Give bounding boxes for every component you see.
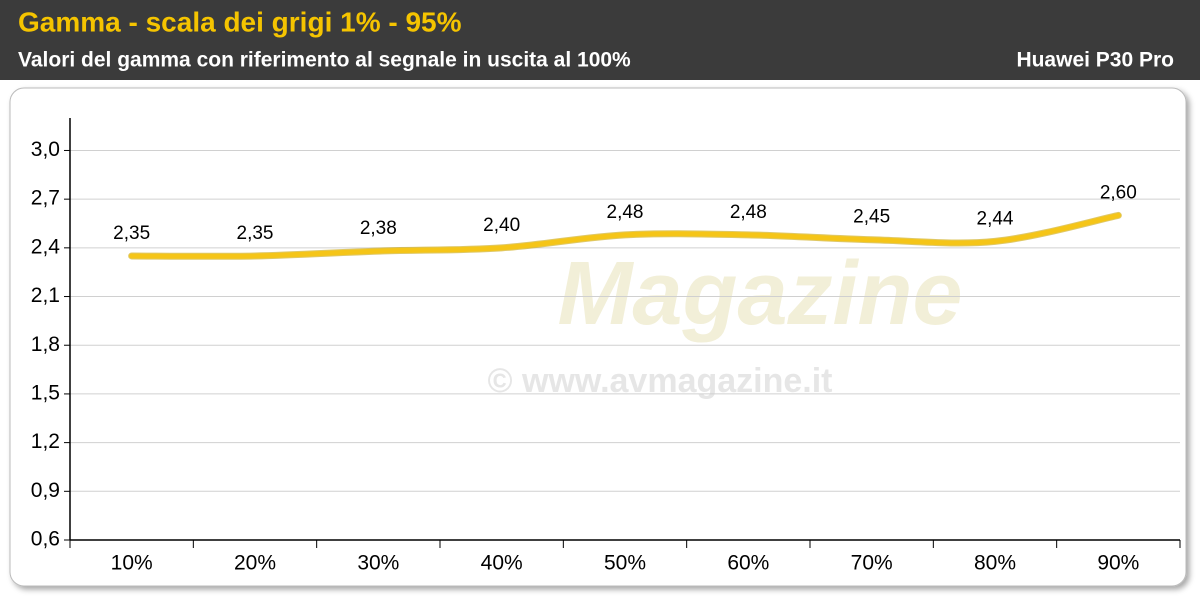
header [0, 0, 1200, 80]
subtitle: Valori del gamma con riferimento al segn… [18, 49, 631, 72]
value-label: 2,38 [360, 218, 397, 239]
value-label: 2,45 [853, 207, 890, 228]
value-label: 2,35 [237, 223, 274, 244]
x-tick-label: 40% [481, 552, 523, 575]
device: Huawei P30 Pro [1016, 49, 1174, 72]
value-label: 2,48 [607, 202, 644, 223]
value-label: 2,44 [977, 208, 1014, 229]
panel [9, 87, 1187, 587]
value-label: 2,60 [1100, 182, 1137, 203]
watermark: Magazine [557, 244, 962, 344]
x-tick-label: 80% [974, 552, 1016, 575]
x-tick-label: 90% [1097, 552, 1139, 575]
y-tick-label: 2,4 [31, 235, 61, 258]
y-tick-label: 1,2 [31, 430, 60, 453]
y-tick-label: 1,8 [31, 333, 60, 356]
x-tick-label: 10% [111, 552, 153, 575]
y-tick-label: 1,5 [31, 381, 60, 404]
x-tick-label: 50% [604, 552, 646, 575]
x-tick-label: 60% [727, 552, 769, 575]
x-tick-label: 70% [851, 552, 893, 575]
y-tick-label: 3,0 [31, 138, 60, 161]
y-tick-label: 2,1 [31, 284, 60, 307]
x-tick-label: 20% [234, 552, 276, 575]
y-tick-label: 0,6 [31, 528, 60, 551]
title: Gamma - scala dei grigi 1% - 95% [18, 6, 462, 37]
y-tick-label: 0,9 [31, 479, 60, 502]
y-tick-label: 2,7 [31, 187, 60, 210]
value-label: 2,48 [730, 202, 767, 223]
value-label: 2,35 [113, 223, 150, 244]
line [129, 212, 1121, 259]
value-label: 2,40 [483, 215, 520, 236]
x-tick-label: 30% [357, 552, 399, 575]
